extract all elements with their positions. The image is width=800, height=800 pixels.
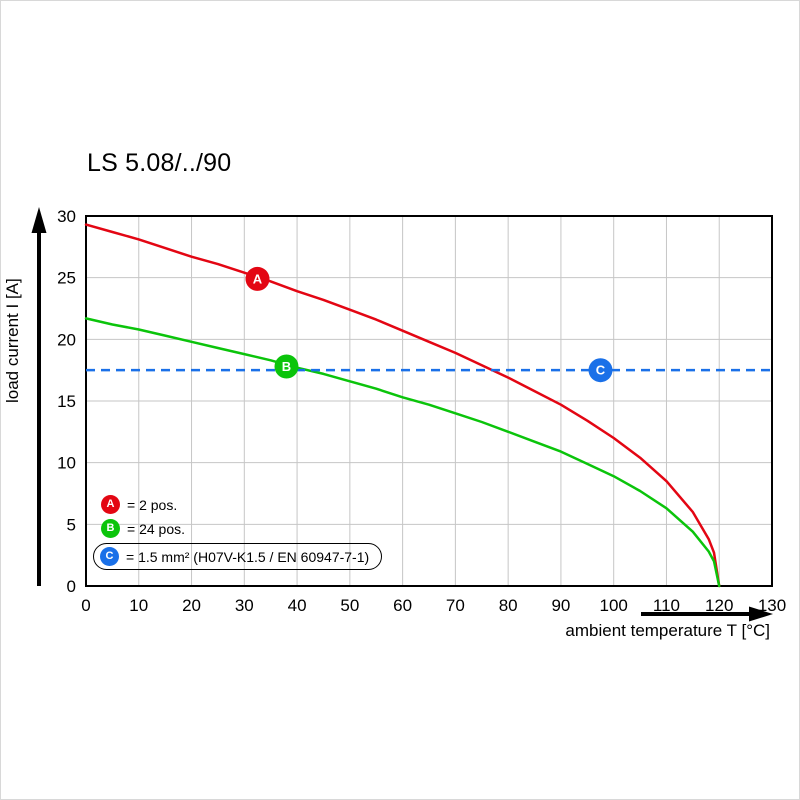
x-tick-label: 120 — [705, 596, 733, 615]
legend-item-A: A = 2 pos. — [93, 495, 177, 514]
x-axis-arrow-head-icon — [749, 606, 773, 622]
x-tick-label: 90 — [551, 596, 570, 615]
curve-marker-C-icon — [588, 358, 613, 383]
x-tick-label: 130 — [758, 596, 786, 615]
curve-marker-B-letter: B — [282, 359, 291, 374]
x-tick-label: 110 — [653, 596, 680, 615]
x-tick-label: 60 — [393, 596, 412, 615]
curve-marker-B-icon — [274, 354, 299, 379]
plot-border — [85, 215, 773, 587]
legend-marker-B-icon: B — [101, 519, 120, 538]
y-axis-arrow-head-icon — [31, 207, 47, 233]
x-tick-label: 0 — [81, 596, 90, 615]
y-tick-label: 25 — [57, 269, 76, 288]
y-tick-label: 10 — [57, 454, 76, 473]
y-tick-label: 15 — [57, 392, 76, 411]
x-tick-label: 40 — [288, 596, 307, 615]
legend-item-B: B = 24 pos. — [93, 519, 185, 538]
x-tick-label: 30 — [235, 596, 254, 615]
x-tick-label: 10 — [129, 596, 148, 615]
legend-item-C: C = 1.5 mm² (H07V-K1.5 / EN 60947-7-1) — [93, 543, 383, 570]
series-A-curve — [84, 223, 721, 588]
x-tick-label: 80 — [499, 596, 518, 615]
series-B-curve — [84, 317, 721, 588]
x-axis-label: ambient temperature T [°C] — [565, 621, 770, 640]
y-tick-label: 20 — [57, 330, 76, 349]
curve-marker-A-letter: A — [253, 271, 263, 286]
x-tick-label: 70 — [446, 596, 465, 615]
legend-marker-A-icon: A — [101, 495, 120, 514]
y-tick-label: 5 — [67, 515, 76, 534]
legend-marker-C-icon: C — [100, 547, 119, 566]
y-axis-label: load current I [A] — [3, 278, 22, 403]
curve-marker-C-letter: C — [596, 363, 606, 378]
legend-label-A: = 2 pos. — [127, 496, 178, 513]
legend-label-B: = 24 pos. — [127, 520, 185, 537]
chart-title: LS 5.08/../90 — [87, 149, 232, 177]
curve-marker-A-icon — [245, 266, 270, 291]
chart-legend: A = 2 pos. B = 24 pos. C = 1.5 mm² (H07V-K1.5… — [93, 495, 383, 570]
y-tick-label: 0 — [67, 577, 76, 596]
y-tick-label: 30 — [57, 207, 76, 226]
x-tick-label: 100 — [600, 596, 628, 615]
x-tick-label: 50 — [340, 596, 359, 615]
x-tick-label: 20 — [182, 596, 201, 615]
legend-label-C: = 1.5 mm² (H07V-K1.5 / EN 60947-7-1) — [126, 548, 370, 565]
